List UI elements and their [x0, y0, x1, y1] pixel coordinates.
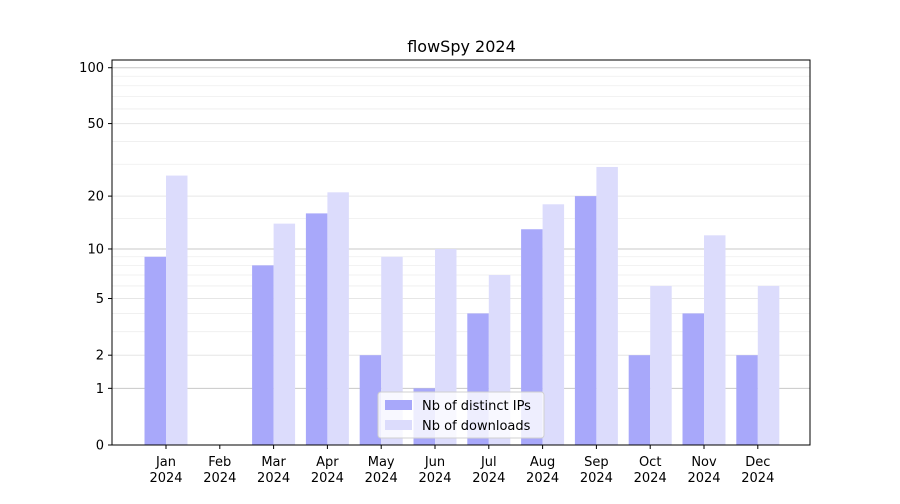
bar-downloads — [166, 175, 188, 445]
chart-title: flowSpy 2024 — [407, 37, 516, 56]
plot-frame — [111, 59, 811, 446]
bar-distinct-ips — [359, 355, 382, 445]
x-tick-label: Aug 2024 — [526, 455, 559, 486]
legend-label: Nb of downloads — [422, 419, 531, 434]
y-tick-label: 10 — [87, 242, 104, 257]
bar-distinct-ips — [574, 196, 597, 445]
bar-downloads — [542, 204, 565, 445]
x-tick-label: Dec 2024 — [741, 455, 774, 486]
x-tick-label: Oct 2024 — [634, 455, 667, 486]
bar-distinct-ips — [144, 256, 166, 445]
x-tick-label: Jul 2024 — [472, 455, 505, 486]
x-tick-label: Mar 2024 — [257, 455, 290, 486]
bar-downloads — [327, 192, 349, 445]
legend-swatch — [385, 420, 412, 430]
bar-distinct-ips — [736, 355, 758, 445]
legend-swatch — [385, 400, 412, 410]
y-tick-label: 5 — [96, 292, 104, 307]
x-tick-label: Nov 2024 — [687, 455, 720, 486]
bar-distinct-ips — [682, 313, 704, 445]
bar-downloads — [596, 166, 618, 445]
bar-distinct-ips — [252, 265, 274, 445]
y-tick-label: 0 — [96, 439, 104, 454]
bar-distinct-ips — [628, 355, 651, 445]
x-tick-label: Jun 2024 — [418, 455, 451, 486]
y-tick-label: 100 — [79, 61, 104, 76]
bar-downloads — [704, 235, 726, 445]
x-tick-label: Feb 2024 — [203, 455, 236, 486]
bar-distinct-ips — [521, 229, 543, 445]
y-tick-label: 20 — [87, 190, 104, 205]
legend-box — [377, 391, 545, 439]
x-tick-label: Apr 2024 — [311, 455, 344, 486]
y-tick-label: 50 — [87, 117, 104, 132]
bar-downloads — [757, 285, 780, 445]
y-tick-label: 1 — [96, 382, 104, 397]
legend-label: Nb of distinct IPs — [422, 399, 531, 414]
bar-distinct-ips — [305, 213, 328, 445]
x-tick-label: Sep 2024 — [580, 455, 613, 486]
bar-downloads — [273, 223, 296, 445]
x-tick-label: May 2024 — [365, 455, 398, 486]
y-tick-label: 2 — [96, 349, 104, 364]
x-tick-label: Jan 2024 — [149, 455, 182, 486]
bar-downloads — [650, 285, 672, 445]
